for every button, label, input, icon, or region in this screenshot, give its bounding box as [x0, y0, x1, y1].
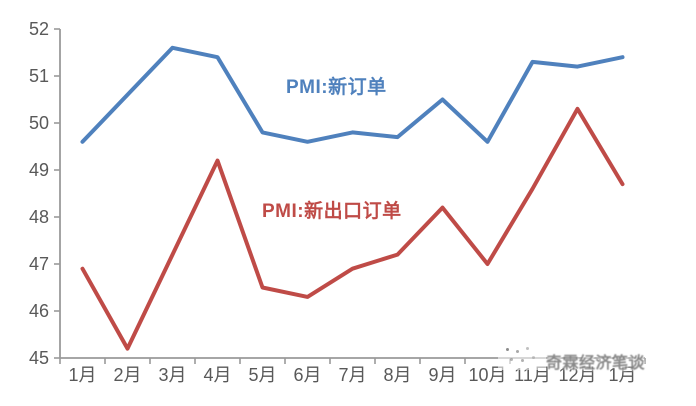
x-category-label: 6月	[293, 365, 321, 385]
x-category-label: 2月	[113, 365, 141, 385]
y-axis-label: 47	[29, 254, 49, 274]
x-category-label: 1月	[608, 365, 636, 385]
y-axis-label: 51	[29, 66, 49, 86]
y-axis-label: 49	[29, 160, 49, 180]
series-label-new-export-orders: PMI:新出口订单	[262, 201, 402, 222]
x-category-label: 9月	[428, 365, 456, 385]
x-category-label: 7月	[338, 365, 366, 385]
y-axis-label: 50	[29, 113, 49, 133]
series-line-pmi-new-export-orders	[80, 106, 625, 351]
x-category-label: 3月	[158, 365, 186, 385]
x-category-label: 8月	[383, 365, 411, 385]
y-axis-label: 46	[29, 301, 49, 321]
series-line-pmi-new-orders	[80, 45, 625, 144]
x-category-label: 1月	[68, 365, 96, 385]
x-category-label: 10月	[468, 365, 506, 385]
watermark-text: 奇霖经济笔谈	[546, 355, 646, 372]
x-category-label: 12月	[558, 365, 596, 385]
watermark-smudge	[498, 344, 546, 370]
x-category-label: 5月	[248, 365, 276, 385]
series-label-new-orders: PMI:新订单	[286, 77, 387, 98]
x-category-label: 4月	[203, 365, 231, 385]
x-category-label: 11月	[514, 365, 551, 385]
y-axis-label: 45	[29, 348, 49, 368]
y-axis-label: 52	[29, 19, 49, 39]
y-axis-label: 48	[29, 207, 49, 227]
